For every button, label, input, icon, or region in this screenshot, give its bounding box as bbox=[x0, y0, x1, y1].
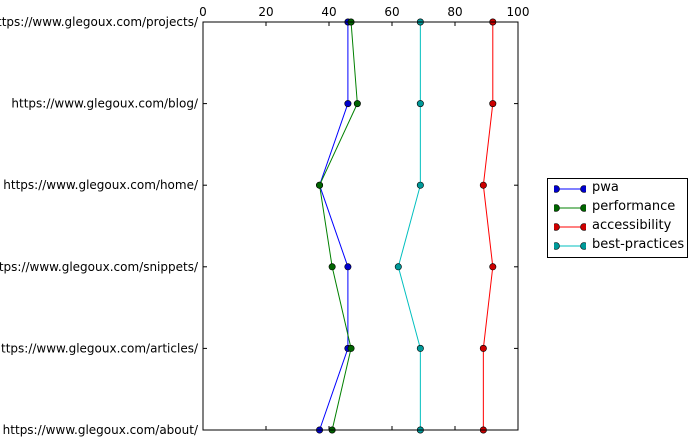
legend-item-performance: performance bbox=[548, 198, 687, 218]
legend-swatch-best-practices bbox=[554, 242, 586, 250]
x-tick-label: 40 bbox=[321, 5, 336, 19]
legend-label-accessibility: accessibility bbox=[592, 218, 672, 233]
point-best-practices-4 bbox=[416, 344, 424, 352]
legend-swatch-performance bbox=[554, 204, 586, 212]
plot-area bbox=[203, 22, 518, 430]
point-accessibility-2 bbox=[479, 181, 487, 189]
point-best-practices-3 bbox=[394, 263, 402, 271]
y-tick-label: https://www.glegoux.com/blog/ bbox=[11, 97, 199, 111]
legend-swatch-accessibility bbox=[554, 223, 586, 231]
point-pwa-1 bbox=[344, 100, 352, 108]
x-tick-label: 60 bbox=[384, 5, 399, 19]
legend-swatch-pwa bbox=[554, 185, 586, 193]
legend: pwa performance accessibility best-pract… bbox=[547, 178, 688, 258]
series-line-accessibility bbox=[482, 22, 494, 430]
point-accessibility-4 bbox=[479, 344, 487, 352]
point-performance-3 bbox=[328, 263, 336, 271]
y-tick-label: https://www.glegoux.com/home/ bbox=[3, 178, 199, 192]
y-tick-label: https://www.glegoux.com/about/ bbox=[3, 423, 199, 437]
x-tick-label: 20 bbox=[258, 5, 273, 19]
legend-item-pwa: pwa bbox=[548, 179, 687, 199]
point-performance-2 bbox=[316, 181, 324, 189]
ticks-layer: 0 20 40 60 80 100 https://www.glegoux.com/proj… bbox=[0, 5, 529, 437]
y-tick-label: https://www.glegoux.com/articles/ bbox=[0, 341, 199, 355]
point-best-practices-2 bbox=[416, 181, 424, 189]
legend-label-best-practices: best-practices bbox=[592, 237, 685, 252]
point-accessibility-3 bbox=[489, 263, 497, 271]
point-performance-1 bbox=[353, 100, 361, 108]
legend-item-accessibility: accessibility bbox=[548, 217, 687, 237]
series-line-best-practices bbox=[397, 22, 421, 430]
x-tick-label: 80 bbox=[447, 5, 462, 19]
series-line-pwa bbox=[319, 22, 349, 431]
legend-item-best-practices: best-practices bbox=[548, 236, 687, 256]
plot-frame bbox=[202, 21, 519, 431]
legend-label-pwa: pwa bbox=[592, 180, 619, 195]
x-tick-label: 100 bbox=[507, 5, 530, 19]
point-best-practices-1 bbox=[416, 100, 424, 108]
point-performance-4 bbox=[347, 344, 355, 352]
y-tick-label: https://www.glegoux.com/projects/ bbox=[0, 15, 199, 29]
x-tick-label: 0 bbox=[199, 5, 207, 19]
series-layer bbox=[316, 18, 497, 434]
y-tick-label: https://www.glegoux.com/snippets/ bbox=[0, 260, 199, 274]
legend-label-performance: performance bbox=[592, 199, 676, 214]
point-accessibility-1 bbox=[489, 100, 497, 108]
point-pwa-3 bbox=[344, 263, 352, 271]
series-line-performance bbox=[319, 21, 358, 431]
